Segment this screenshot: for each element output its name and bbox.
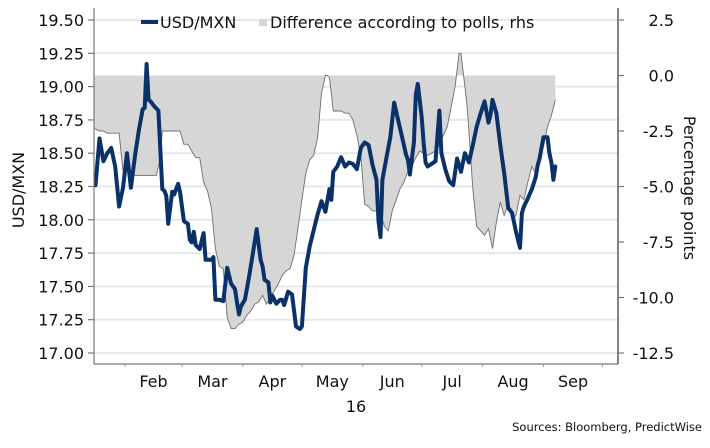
usdmxn-line-layer [93,62,558,331]
left-axis-ticks: 19.50 19.25 19.00 18.75 18.50 18.25 18.00 17.75… [38,11,94,363]
x-tick-label: Apr [259,372,287,391]
x-tick-label: Feb [139,372,167,391]
left-tick-label: 19.25 [38,44,84,63]
y-axis-title-left: USD/MXN [9,152,28,228]
right-tick-label: 2.5 [649,11,674,30]
right-tick-label: -5.0 [643,178,674,197]
legend-label-polls: Difference according to polls, rhs [270,13,534,32]
y-axis-title-right: Percentage points [680,116,699,260]
x-tick-label: May [316,372,349,391]
left-tick-label: 19.50 [38,11,84,30]
polls-difference-edge [93,52,556,330]
legend-swatch-polls [259,19,267,26]
x-tick-label: Jul [442,372,462,391]
x-tick-label: Mar [197,372,228,391]
legend: USD/MXN Difference according to polls, r… [141,13,534,32]
right-tick-label: 0.0 [649,67,674,86]
left-tick-label: 19.00 [38,78,84,97]
x-axis-year-label: 16 [346,397,366,416]
x-tick-label: Aug [497,372,528,391]
left-tick-label: 17.25 [38,311,84,330]
left-tick-label: 17.00 [38,344,84,363]
x-tick-label: Jun [379,372,405,391]
legend-swatch-usdmxn [141,20,158,24]
left-tick-label: 18.75 [38,111,84,130]
right-axis-ticks: 2.5 0.0 -2.5 -5.0 -7.5 -10.0 -12.5 [618,11,674,363]
right-tick-label: -12.5 [633,344,674,363]
right-tick-label: -2.5 [643,122,674,141]
left-tick-label: 18.25 [38,178,84,197]
right-tick-label: -10.0 [633,289,674,308]
legend-label-usdmxn: USD/MXN [160,13,236,32]
x-tick-label: Sep [558,372,588,391]
right-tick-label: -7.5 [643,233,674,252]
left-tick-label: 18.00 [38,211,84,230]
gridlines [94,19,618,354]
x-axis-ticks: Feb Mar Apr May Jun Jul Aug Sep [124,364,603,391]
usdmxn-line [93,62,558,331]
left-tick-label: 18.50 [38,144,84,163]
left-tick-label: 17.50 [38,277,84,296]
left-tick-label: 17.75 [38,244,84,263]
source-note: Sources: Bloomberg, PredictWise [512,420,702,434]
